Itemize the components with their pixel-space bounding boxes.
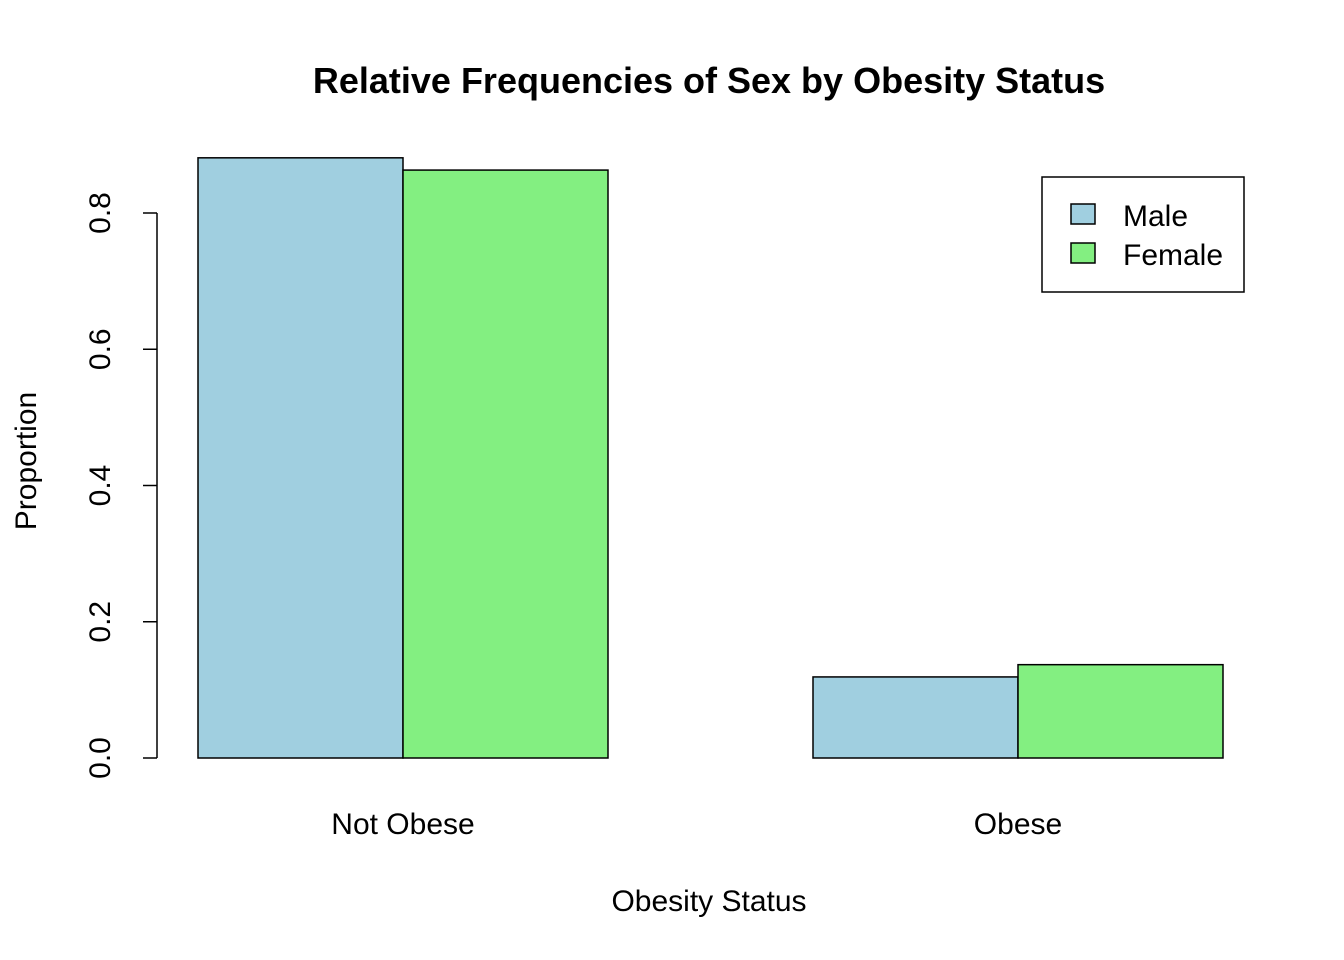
y-tick-label: 0.8: [84, 192, 117, 234]
y-tick-label: 0.4: [84, 465, 117, 507]
bar-male-obese: [812, 676, 1019, 759]
bar-female-not-obese: [402, 169, 609, 759]
chart-title: Relative Frequencies of Sex by Obesity S…: [313, 60, 1105, 101]
x-category-label: Not Obese: [331, 808, 474, 841]
y-axis: 0.0 0.2 0.4 0.6 0.8: [84, 192, 158, 779]
x-axis-label: Obesity Status: [611, 885, 806, 918]
legend-label-female: Female: [1123, 239, 1223, 272]
y-tick-label: 0.6: [84, 328, 117, 370]
bar-male-not-obese: [197, 157, 404, 759]
x-category-label: Obese: [974, 808, 1062, 841]
legend-swatch-male: [1070, 203, 1096, 225]
legend-label-male: Male: [1123, 200, 1188, 233]
legend-box: [1041, 176, 1245, 293]
legend-swatch-female: [1070, 242, 1096, 264]
y-tick-label: 0.0: [84, 737, 117, 779]
legend: Male Female: [1041, 176, 1245, 293]
x-category-labels: Not Obese Obese: [331, 808, 1062, 841]
bars: [197, 157, 1224, 759]
bar-female-obese: [1017, 663, 1224, 759]
y-tick-label: 0.2: [84, 601, 117, 643]
y-axis-label: Proportion: [10, 392, 43, 530]
